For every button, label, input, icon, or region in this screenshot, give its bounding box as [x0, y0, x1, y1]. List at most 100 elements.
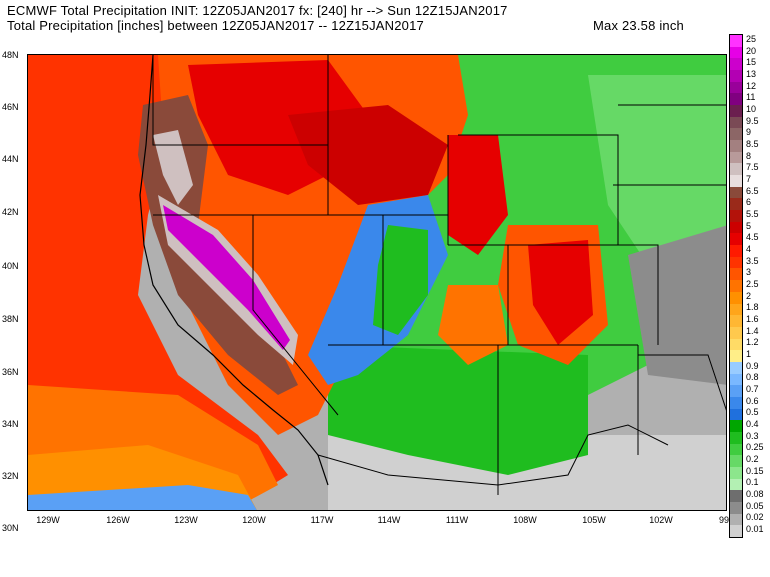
colorbar-swatch — [730, 513, 742, 526]
colorbar-label: 0.6 — [746, 395, 759, 406]
wyoming-red — [448, 135, 508, 255]
colorbar-swatch — [730, 105, 742, 118]
lon-label: 102W — [649, 515, 673, 525]
colorbar-swatch — [730, 128, 742, 141]
colorbar-label: 6 — [746, 197, 752, 208]
colorbar-label: 0.2 — [746, 454, 759, 465]
precip-colorbar — [729, 34, 743, 538]
colorbar-label: 3.5 — [746, 255, 759, 266]
colorbar-label: 0.9 — [746, 360, 759, 371]
lon-label: 108W — [513, 515, 537, 525]
lat-label: 30N — [2, 523, 19, 533]
colorbar-swatch — [730, 58, 742, 71]
colorbar-swatch — [730, 233, 742, 246]
colorbar-label: 0.7 — [746, 384, 759, 395]
colorbar-label: 2 — [746, 290, 752, 301]
colorbar-swatch — [730, 221, 742, 234]
lat-label: 44N — [2, 154, 19, 164]
colorbar-label: 0.15 — [746, 465, 764, 476]
colorbar-label: 1.6 — [746, 314, 759, 325]
colorbar-label: 0.25 — [746, 442, 764, 453]
colorbar-label: 5 — [746, 220, 752, 231]
colorbar-swatch — [730, 163, 742, 176]
utah-green — [373, 225, 428, 335]
lon-label: 117W — [310, 515, 334, 525]
map-svg — [28, 55, 726, 510]
colorbar-swatch — [730, 70, 742, 83]
colorbar-label: 15 — [746, 57, 757, 68]
lat-label: 48N — [2, 50, 19, 60]
colorbar-swatch — [730, 151, 742, 164]
green-southwest — [328, 345, 588, 475]
lon-label: 99 — [718, 515, 729, 525]
colorbar-label: 9.5 — [746, 115, 759, 126]
colorbar-swatch — [730, 93, 742, 106]
lat-label: 38N — [2, 314, 19, 324]
colorbar-label: 0.02 — [746, 512, 764, 523]
colorbar-swatch — [730, 420, 742, 433]
colorbar-label: 1.2 — [746, 337, 759, 348]
gray-plains — [628, 225, 726, 385]
colorbar-swatch — [730, 256, 742, 269]
colorbar-swatch — [730, 268, 742, 281]
colorbar-label: 2.5 — [746, 279, 759, 289]
lon-label: 111W — [445, 515, 469, 525]
ocean-far-south — [28, 485, 257, 510]
colorbar-swatch — [730, 431, 742, 445]
colorbar-label: 8.5 — [746, 138, 759, 149]
colorbar-label: 4.5 — [746, 232, 759, 243]
colorbar-label: 12 — [746, 80, 757, 91]
cascade-extreme — [153, 130, 193, 205]
lat-label: 46N — [2, 102, 19, 112]
colorbar-swatch — [730, 396, 742, 410]
colorbar-label: 25 — [746, 33, 757, 44]
green-plains-light — [588, 75, 726, 265]
colorbar-swatch — [730, 443, 742, 456]
colorbar-swatch — [730, 81, 742, 94]
colorbar-swatch — [730, 501, 742, 515]
colorbar-swatch — [730, 140, 742, 153]
colorbar-swatch — [730, 385, 742, 398]
colorbar-swatch — [730, 210, 742, 223]
colorbar-label: 5.5 — [746, 208, 759, 219]
colorbar-swatch — [730, 373, 742, 386]
colorbar-swatch — [730, 338, 742, 351]
lat-label: 36N — [2, 367, 19, 377]
colorbar-swatch — [730, 175, 742, 188]
lon-label: 126W — [106, 515, 130, 525]
colorbar-label: 0.3 — [746, 430, 759, 441]
colorbar-label: 20 — [746, 45, 757, 56]
colorbar-label: 0.8 — [746, 372, 759, 383]
colorbar-label: 0.08 — [746, 489, 764, 500]
colorbar-swatch — [730, 303, 742, 316]
colorbar-label: 0.5 — [746, 407, 759, 418]
colorbar-swatch — [730, 315, 742, 328]
colorbar-label: 1.4 — [746, 325, 759, 336]
state-borders — [152, 55, 726, 495]
colorbar-swatch — [730, 525, 742, 538]
lon-label: 114W — [377, 515, 401, 525]
colorbar-label: 4 — [746, 243, 752, 254]
colorbar-swatch — [730, 186, 742, 199]
coastline — [139, 55, 329, 486]
colorbar-swatch — [730, 35, 742, 48]
colorbar-label: 1 — [746, 349, 752, 360]
colorbar-swatch — [730, 408, 742, 421]
colorbar-swatch — [730, 291, 742, 304]
title-line-1: ECMWF Total Precipitation INIT: 12Z05JAN… — [7, 3, 508, 18]
lon-label: 105W — [582, 515, 606, 525]
colorbar-label: 9 — [746, 127, 752, 138]
lat-label: 32N — [2, 471, 19, 481]
colorbar-label: 13 — [746, 68, 757, 79]
lat-label: 40N — [2, 261, 19, 271]
colorbar-swatch — [730, 280, 742, 293]
colorbar-swatch — [730, 350, 742, 363]
colorbar-label: 10 — [746, 103, 757, 114]
lon-label: 123W — [174, 515, 198, 525]
colorbar-swatch — [730, 326, 742, 340]
colorbar-label: 7 — [746, 173, 752, 184]
colorbar-swatch — [730, 198, 742, 211]
colorbar-label: 7.5 — [746, 162, 759, 173]
colorbar-swatch — [730, 466, 742, 480]
colorbar-label: 3 — [746, 267, 752, 278]
